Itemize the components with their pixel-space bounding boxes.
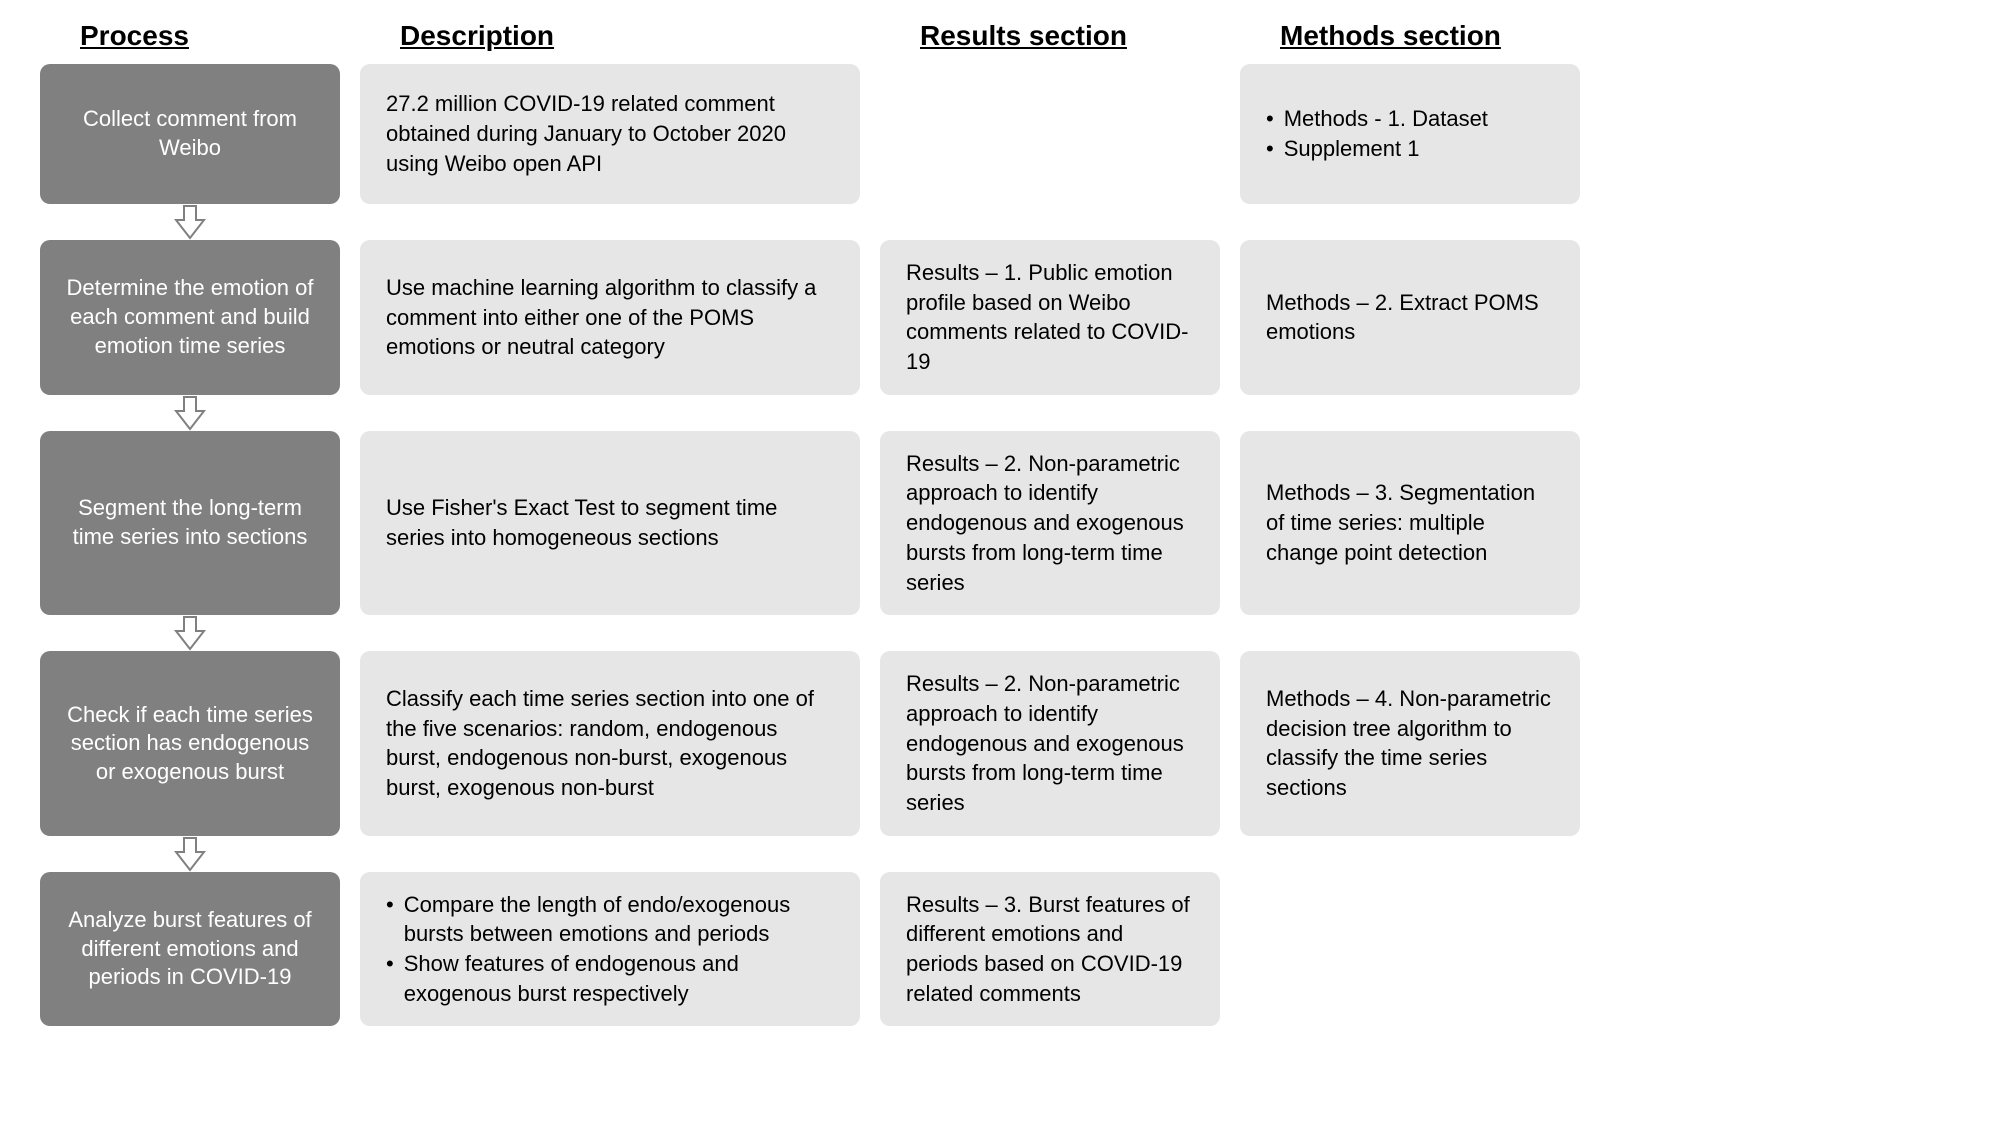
methods-bullet-list: • Methods - 1. Dataset • Supplement 1 (1266, 104, 1488, 163)
results-text: Results – 3. Burst features of different… (906, 890, 1194, 1009)
results-box: Results – 1. Public emotion profile base… (880, 240, 1220, 395)
methods-box-empty (1240, 872, 1580, 1027)
description-bullet-text: Compare the length of endo/exogenous bur… (404, 890, 834, 949)
description-box: Use Fisher's Exact Test to segment time … (360, 431, 860, 615)
methods-box: • Methods - 1. Dataset • Supplement 1 (1240, 64, 1580, 204)
methods-box: Methods – 2. Extract POMS emotions (1240, 240, 1580, 395)
description-text: 27.2 million COVID-19 related comment ob… (386, 89, 834, 178)
header-methods: Methods section (1240, 20, 1580, 52)
results-box: Results – 2. Non-parametric approach to … (880, 651, 1220, 835)
header-results: Results section (880, 20, 1220, 52)
process-box: Check if each time series section has en… (40, 651, 340, 835)
down-arrow-icon (172, 204, 208, 240)
description-box: 27.2 million COVID-19 related comment ob… (360, 64, 860, 204)
results-text: Results – 2. Non-parametric approach to … (906, 669, 1194, 817)
flowchart-body: Collect comment from Weibo 27.2 million … (40, 64, 1960, 1026)
process-text: Analyze burst features of different emot… (60, 906, 320, 992)
description-text: Classify each time series section into o… (386, 684, 834, 803)
step-row: Analyze burst features of different emot… (40, 872, 1960, 1027)
results-box-empty (880, 64, 1220, 204)
methods-text: Methods – 3. Segmentation of time series… (1266, 478, 1554, 567)
arrow-row (40, 204, 1960, 240)
process-box: Segment the long-term time series into s… (40, 431, 340, 615)
process-box: Determine the emotion of each comment an… (40, 240, 340, 395)
arrow-row (40, 395, 1960, 431)
process-box: Collect comment from Weibo (40, 64, 340, 204)
process-text: Determine the emotion of each comment an… (60, 274, 320, 360)
flowchart-container: Process Description Results section Meth… (40, 20, 1960, 1026)
header-description: Description (360, 20, 860, 52)
description-text: Use Fisher's Exact Test to segment time … (386, 493, 834, 552)
description-box: Use machine learning algorithm to classi… (360, 240, 860, 395)
arrow-cell (40, 395, 340, 431)
process-text: Collect comment from Weibo (60, 105, 320, 162)
process-text: Check if each time series section has en… (60, 701, 320, 787)
results-box: Results – 3. Burst features of different… (880, 872, 1220, 1027)
header-process: Process (40, 20, 340, 52)
methods-text: Methods – 4. Non-parametric decision tre… (1266, 684, 1554, 803)
methods-box: Methods – 4. Non-parametric decision tre… (1240, 651, 1580, 835)
down-arrow-icon (172, 395, 208, 431)
results-text: Results – 2. Non-parametric approach to … (906, 449, 1194, 597)
results-box: Results – 2. Non-parametric approach to … (880, 431, 1220, 615)
methods-bullet-text: Methods - 1. Dataset (1284, 104, 1488, 134)
down-arrow-icon (172, 615, 208, 651)
process-box: Analyze burst features of different emot… (40, 872, 340, 1027)
down-arrow-icon (172, 836, 208, 872)
methods-text: Methods – 2. Extract POMS emotions (1266, 288, 1554, 347)
step-row: Check if each time series section has en… (40, 651, 1960, 835)
methods-box: Methods – 3. Segmentation of time series… (1240, 431, 1580, 615)
bullet-icon: • (1266, 134, 1274, 164)
arrow-cell (40, 615, 340, 651)
description-box: Classify each time series section into o… (360, 651, 860, 835)
description-box: • Compare the length of endo/exogenous bu… (360, 872, 860, 1027)
arrow-cell (40, 204, 340, 240)
arrow-row (40, 615, 1960, 651)
step-row: Segment the long-term time series into s… (40, 431, 1960, 615)
bullet-icon: • (386, 949, 394, 979)
results-text: Results – 1. Public emotion profile base… (906, 258, 1194, 377)
description-text: Use machine learning algorithm to classi… (386, 273, 834, 362)
arrow-row (40, 836, 1960, 872)
bullet-icon: • (386, 890, 394, 920)
bullet-icon: • (1266, 104, 1274, 134)
process-text: Segment the long-term time series into s… (60, 494, 320, 551)
header-row: Process Description Results section Meth… (40, 20, 1960, 52)
description-bullet-text: Show features of endogenous and exogenou… (404, 949, 834, 1008)
step-row: Determine the emotion of each comment an… (40, 240, 1960, 395)
methods-bullet-text: Supplement 1 (1284, 134, 1488, 164)
step-row: Collect comment from Weibo 27.2 million … (40, 64, 1960, 204)
arrow-cell (40, 836, 340, 872)
description-bullet-list: • Compare the length of endo/exogenous bu… (386, 890, 834, 1009)
